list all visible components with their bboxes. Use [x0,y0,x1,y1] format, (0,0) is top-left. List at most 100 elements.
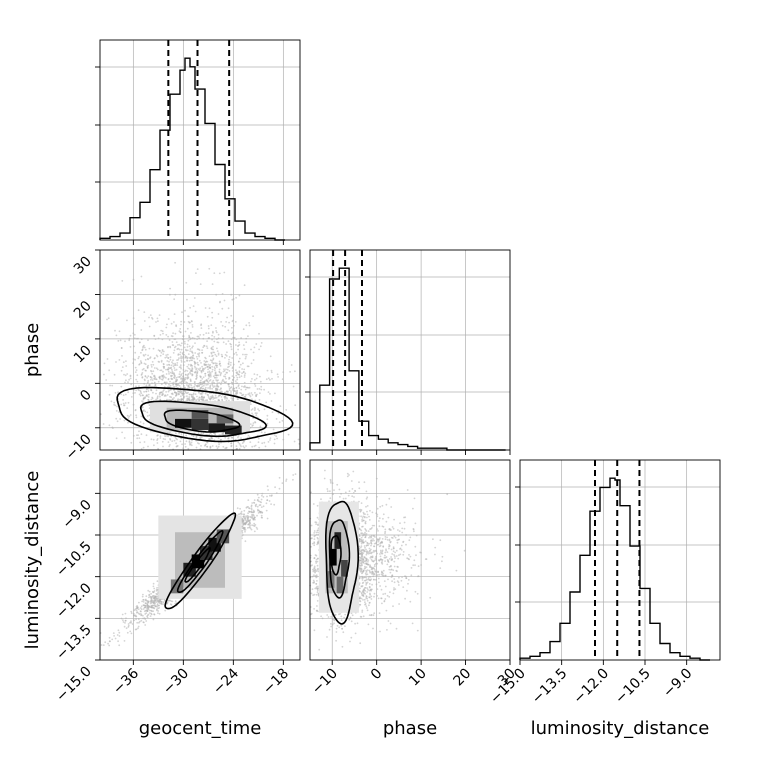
ph-gt-scatter-point [217,337,220,340]
ph-gt-scatter-point [106,318,108,321]
ph-gt-scatter-point [130,396,133,398]
ph-gt-scatter-point [189,350,192,352]
ph-gt-scatter-point [219,300,222,303]
ph-gt-scatter-point [181,390,183,393]
ph-gt-scatter-point [186,397,189,400]
ph-gt-scatter-point [230,345,233,348]
ph-gt-scatter-point [174,392,177,394]
ph-gt-scatter-point [175,325,178,328]
ph-gt-scatter-point [254,407,256,410]
ph-gt-scatter-point [273,442,276,445]
ph-gt-scatter-point [132,317,135,320]
ph-gt-scatter-point [118,330,121,333]
ph-gt-scatter-point [180,342,183,345]
ph-gt-scatter-point [154,357,156,359]
ph-gt-scatter-point [250,392,253,394]
ph-gt-scatter-point [195,384,198,387]
ph-gt-scatter-point [213,385,216,388]
ph-gt-scatter-point [155,367,158,370]
ph-gt-scatter-point [225,377,227,380]
ph-gt-scatter-point [223,381,226,384]
ph-gt-scatter-point [155,398,158,401]
ph-gt-scatter-point [215,331,218,334]
ld-gt-scatter-point [256,498,259,501]
ph-gt-scatter-point [275,418,278,420]
ph-gt-scatter-point [205,384,208,386]
ph-gt-scatter-point [145,394,148,397]
ph-gt-scatter-point [251,408,254,410]
ph-gt-scatter-point [202,333,205,336]
ph-gt-scatter-point [158,376,161,379]
ph-gt-scatter-point [191,373,194,376]
ld-gt-scatter-point [153,601,156,604]
ph-gt-scatter-point [254,391,256,394]
ph-gt-scatter-point [231,370,234,372]
ld-gt-scatter-point [271,494,273,497]
ld-gt-scatter-point [137,608,140,611]
ph-gt-scatter-point [120,403,123,406]
ph-gt-scatter-point [165,368,167,371]
ph-gt-scatter-point [230,445,233,448]
ph-gt-scatter-point [134,366,137,369]
ph-gt-scatter-point [183,321,186,323]
ld-gt-scatter-point [122,619,124,622]
ph-gt-scatter-point [135,385,137,388]
ph-gt-scatter-point [211,354,214,357]
ph-gt-scatter-point [200,370,203,373]
ph-gt-scatter-point [258,446,261,449]
ph-gt-scatter-point [192,398,195,401]
ph-gt-scatter-point [180,382,183,385]
ph-gt-scatter-point [142,410,145,412]
ph-gt-scatter-point [152,438,155,441]
ph-gt-scatter-point [214,371,217,374]
ld-gt-scatter-point [159,599,161,602]
ph-gt-scatter-point [230,293,233,296]
ph-gt-scatter-point [193,361,196,364]
ld-gt-scatter-point [142,608,145,610]
ph-gt-scatter-point [141,349,144,352]
ph-gt-scatter-point [128,415,131,418]
ph-gt-scatter-point [147,393,150,396]
ph-gt-scatter-point [152,347,155,350]
ph-gt-scatter-point [235,374,238,377]
ph-gt-scatter-point [172,332,175,334]
ph-gt-scatter-point [202,382,205,385]
ph-gt-scatter-point [159,437,162,439]
ph-gt-scatter-point [199,379,202,382]
ph-gt-scatter-point [223,368,225,371]
ph-gt-scatter-point [208,433,211,436]
ph-gt-scatter-point [240,445,242,448]
ph-gt-scatter-point [149,314,152,316]
ph-gt-scatter-point [244,357,247,360]
ph-gt-scatter-point [181,311,183,314]
ph-gt-scatter-point [177,358,180,361]
ph-gt-scatter-point [259,425,262,428]
ph-gt-scatter-point [236,378,239,381]
ld-gt-scatter-point [146,607,148,609]
ph-gt-scatter-point [181,352,184,355]
ph-gt-scatter-point [259,380,262,383]
ph-gt-scatter-point [186,399,189,402]
ld-gt-scatter-point [125,627,128,630]
ld-gt-scatter-point [273,503,276,506]
ph-gt-scatter-point [145,369,147,372]
ph-gt-scatter-point [126,407,129,409]
ph-gt-scatter-point [267,441,270,443]
ph-gt-scatter-point [194,393,197,396]
ph-gt-scatter-point [196,442,199,444]
ph-gt-scatter-point [204,392,207,395]
ld-gt-scatter-point [133,613,135,615]
ph-gt-scatter-point [226,390,229,393]
ph-gt-scatter-point [168,364,171,366]
ph-gt-scatter-point [181,443,184,446]
ld-gt-scatter-point [170,600,173,603]
ph-gt-scatter-point [141,376,144,378]
ph-gt-scatter-point [180,381,183,384]
ph-gt-scatter-point [253,383,256,385]
ph-gt-scatter-point [189,348,192,350]
ld-gt-scatter-point [130,620,132,622]
ph-gt-scatter-point [220,321,223,323]
ph-gt-scatter-point [173,374,176,377]
ph-gt-scatter-point [156,434,159,437]
ph-gt-scatter-point [201,349,204,351]
